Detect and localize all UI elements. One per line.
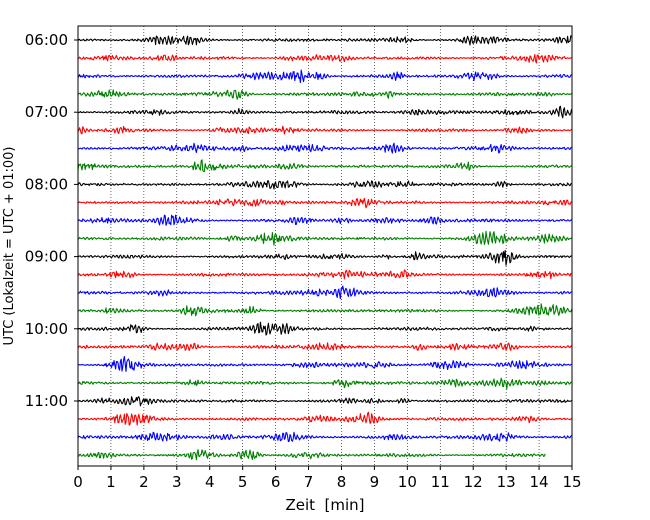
y-tick-label: 11:00: [25, 392, 68, 410]
x-tick-label: 11: [431, 473, 450, 491]
trace-row-0645: [77, 89, 572, 100]
x-axis-ticks: 0 1 2 3 4 5 6 7 8 9 10 11 12 13 14 15: [73, 466, 582, 491]
plot-frame: [77, 25, 573, 467]
trace-row-0830: [77, 214, 572, 226]
plot-background: [78, 26, 572, 466]
trace-row-0900: [77, 249, 572, 266]
trace-row-0600: [77, 35, 573, 46]
trace-row-0700: [78, 105, 573, 119]
trace-row-0745: [77, 159, 572, 173]
trace-row-0930: [77, 285, 572, 300]
trace-row-0915: [77, 269, 572, 280]
x-tick-label: 0: [73, 473, 83, 491]
trace-row-0630: [77, 69, 573, 84]
y-tick-label: 07:00: [25, 103, 68, 121]
x-tick-label: 1: [106, 473, 116, 491]
trace-row-1045: [77, 377, 572, 390]
x-tick-label: 9: [370, 473, 380, 491]
trace-row-0945: [77, 303, 573, 317]
y-axis-label: UTC (Lokalzeit = UTC + 01:00): [2, 147, 17, 346]
y-tick-label: 08:00: [25, 175, 68, 193]
trace-row-1115: [77, 411, 572, 426]
trace-row-0800: [77, 180, 572, 190]
x-tick-label: 8: [337, 473, 347, 491]
vertical-grid: [110, 26, 540, 466]
trace-row-0845: [77, 230, 572, 246]
y-tick-label: 10:00: [25, 320, 68, 338]
trace-row-1030: [77, 356, 572, 372]
trace-row-0730: [77, 142, 572, 154]
trace-row-1130: [77, 431, 572, 443]
x-tick-label: 4: [205, 473, 215, 491]
x-tick-label: 14: [530, 473, 549, 491]
trace-row-0615: [77, 54, 572, 64]
trace-row-1015: [77, 342, 573, 352]
y-tick-label: 06:00: [25, 31, 68, 49]
x-tick-label: 5: [238, 473, 248, 491]
trace-row-1145: [77, 449, 546, 461]
trace-row-1000: [77, 321, 572, 336]
y-axis-ticks: 06:00 07:00 08:00 09:00 10:00 11:00: [25, 31, 78, 410]
x-tick-label: 10: [398, 473, 417, 491]
trace-rows: [77, 35, 573, 461]
x-tick-label: 12: [464, 473, 483, 491]
trace-row-1100: [77, 396, 572, 407]
x-tick-label: 13: [497, 473, 516, 491]
x-tick-label: 15: [562, 473, 581, 491]
x-tick-label: 7: [304, 473, 314, 491]
x-tick-label: 3: [172, 473, 182, 491]
x-tick-label: 2: [139, 473, 149, 491]
x-tick-label: 6: [271, 473, 281, 491]
y-tick-label: 09:00: [25, 248, 68, 266]
trace-row-0815: [77, 197, 572, 209]
x-axis-label: Zeit [min]: [285, 496, 364, 514]
trace-row-0715: [77, 125, 572, 135]
